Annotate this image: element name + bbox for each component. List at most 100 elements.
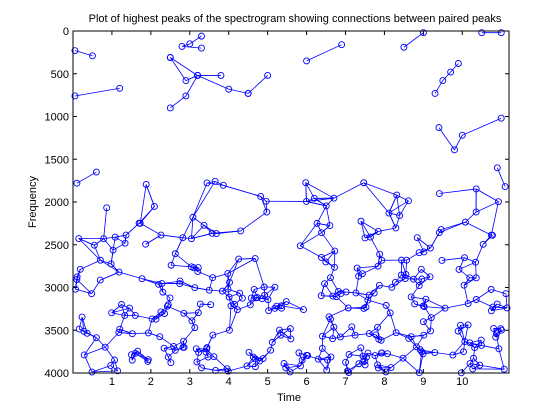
connection-line bbox=[195, 348, 199, 353]
connection-line bbox=[228, 292, 240, 298]
peak-marker bbox=[472, 185, 480, 193]
peak-marker bbox=[400, 43, 408, 51]
peak-marker bbox=[342, 288, 350, 296]
peak-marker bbox=[148, 315, 156, 323]
connection-line bbox=[388, 212, 400, 216]
peak-marker bbox=[118, 301, 125, 308]
connection-line bbox=[330, 277, 339, 292]
peak-marker bbox=[447, 68, 455, 76]
peak-marker bbox=[391, 278, 399, 286]
peak-marker bbox=[73, 179, 81, 187]
peak-marker bbox=[497, 29, 505, 37]
peak-marker bbox=[164, 353, 172, 361]
peak-marker bbox=[487, 286, 495, 293]
peak-marker bbox=[345, 350, 353, 358]
connection-line bbox=[355, 292, 370, 296]
peak-marker bbox=[161, 310, 168, 317]
connection-line bbox=[267, 299, 270, 311]
connection-line bbox=[191, 312, 199, 322]
peak-marker bbox=[238, 294, 246, 302]
connection-line bbox=[340, 334, 356, 338]
connection-line bbox=[131, 350, 139, 361]
connection-line bbox=[367, 352, 376, 356]
connection-line bbox=[183, 313, 193, 322]
connection-line bbox=[367, 292, 375, 301]
peak-marker bbox=[374, 228, 382, 235]
peak-marker bbox=[89, 52, 96, 60]
peak-marker bbox=[439, 77, 447, 85]
peak-marker bbox=[374, 262, 382, 270]
peak-marker bbox=[401, 275, 409, 282]
connection-line bbox=[254, 286, 265, 290]
connection-line bbox=[119, 315, 126, 330]
connection-line bbox=[340, 326, 353, 338]
connection-line bbox=[112, 242, 126, 251]
peak-marker bbox=[304, 352, 312, 359]
peak-marker bbox=[399, 354, 407, 362]
connection-line bbox=[332, 336, 341, 340]
connection-line bbox=[103, 207, 108, 239]
peak-marker bbox=[493, 164, 501, 172]
peak-marker bbox=[384, 350, 391, 358]
peak-marker bbox=[388, 283, 396, 291]
connection-line bbox=[411, 334, 424, 338]
connection-line bbox=[434, 63, 459, 94]
peak-marker bbox=[478, 29, 486, 37]
peak-marker bbox=[226, 278, 233, 286]
connection-line bbox=[305, 182, 335, 199]
peak-marker bbox=[321, 280, 329, 288]
connection-line bbox=[261, 294, 265, 299]
connection-line bbox=[465, 221, 492, 236]
connection-line bbox=[227, 289, 230, 298]
peak-marker bbox=[324, 356, 332, 364]
peak-marker bbox=[203, 179, 211, 187]
connection-line bbox=[112, 237, 116, 251]
connection-line bbox=[348, 347, 362, 355]
connection-line bbox=[121, 304, 130, 309]
peak-marker bbox=[210, 353, 218, 361]
peak-marker bbox=[419, 29, 427, 37]
peak-marker bbox=[326, 222, 334, 230]
peak-marker bbox=[476, 361, 484, 369]
connection-line bbox=[300, 232, 322, 247]
connection-line bbox=[279, 329, 292, 340]
connection-line bbox=[385, 305, 391, 314]
peak-marker bbox=[83, 329, 91, 337]
peak-marker bbox=[466, 274, 474, 282]
peak-marker bbox=[422, 295, 430, 303]
connection-line bbox=[479, 364, 505, 370]
peak-marker bbox=[460, 348, 467, 356]
connection-line bbox=[268, 305, 277, 312]
peak-marker bbox=[472, 296, 480, 303]
peak-marker bbox=[413, 234, 421, 242]
peak-marker bbox=[377, 336, 385, 344]
peak-marker bbox=[435, 190, 443, 197]
peak-marker bbox=[364, 349, 372, 357]
peak-marker bbox=[225, 293, 233, 301]
peak-marker bbox=[166, 104, 174, 112]
connection-line bbox=[94, 238, 104, 246]
peak-marker bbox=[251, 255, 259, 262]
peak-marker bbox=[164, 301, 172, 309]
connection-line bbox=[228, 296, 235, 305]
connection-line bbox=[250, 297, 258, 306]
peak-marker bbox=[314, 355, 322, 363]
connection-line bbox=[324, 283, 334, 297]
peak-marker bbox=[246, 301, 254, 309]
peak-marker bbox=[78, 313, 86, 321]
peak-marker bbox=[419, 318, 427, 326]
peak-marker bbox=[280, 360, 288, 367]
peak-marker bbox=[382, 368, 390, 376]
peak-marker bbox=[470, 354, 478, 362]
peak-marker bbox=[358, 270, 366, 278]
peak-marker bbox=[420, 303, 428, 311]
connection-line bbox=[111, 312, 125, 316]
peak-marker bbox=[329, 292, 337, 300]
peak-marker bbox=[413, 343, 420, 351]
peak-marker bbox=[144, 329, 152, 337]
peak-marker bbox=[264, 72, 272, 79]
peak-marker bbox=[115, 328, 123, 336]
connection-line bbox=[363, 182, 390, 214]
connection-line bbox=[196, 356, 209, 363]
connection-line bbox=[363, 182, 397, 196]
